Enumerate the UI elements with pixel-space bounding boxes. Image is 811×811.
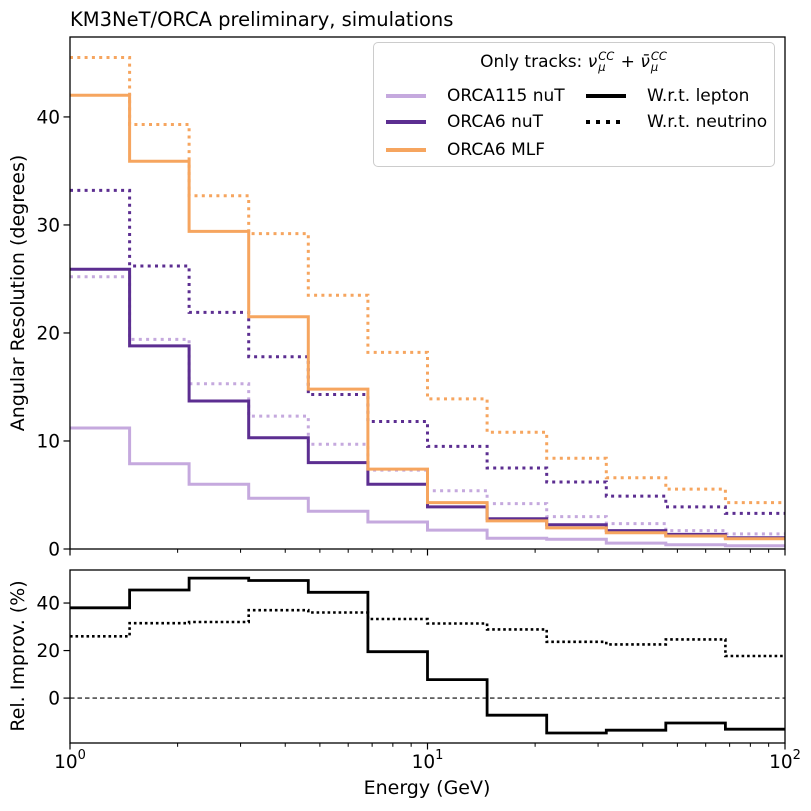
nu-cc-mu-script: CC μ [598, 49, 615, 74]
orca6-nut-swatch [386, 120, 426, 124]
y-tick-label: 0 [48, 689, 60, 710]
orca115-nut-label: ORCA115 nuT [447, 86, 565, 106]
orca115-nut-swatch [386, 94, 426, 98]
x-tick-label: 102 [769, 748, 801, 773]
y-tick-label: 40 [36, 594, 60, 615]
x-axis-label: Energy (GeV) [364, 777, 491, 799]
x-tick-label: 100 [54, 748, 86, 773]
y-tick-label: 20 [36, 323, 60, 344]
legend-title-text: Only tracks: [480, 52, 588, 72]
y-tick-label: 30 [36, 215, 60, 236]
y-tick-label: 40 [36, 107, 60, 128]
orca6-nut-w-r-t-neutrino-line [70, 188, 785, 515]
wrt-lepton-swatch [586, 94, 626, 98]
bottom_panel-curves [70, 576, 785, 735]
figure-title: KM3NeT/ORCA preliminary, simulations [70, 8, 453, 31]
y-tick-label: 0 [48, 540, 60, 561]
y-tick-label: 10 [36, 431, 60, 452]
rel-improvement-w-r-t-lepton-line [70, 576, 785, 735]
orca115-nut-w-r-t-lepton-line [70, 426, 785, 548]
wrt-lepton-label: W.r.t. lepton [647, 86, 750, 106]
legend-entry-wrt-neutrino: W.r.t. neutrino [586, 111, 767, 133]
orca6-mlf-label: ORCA6 MLF [447, 140, 545, 160]
legend: Only tracks: ν CC μ + ν̄ CC μ ORCA115 nuT OR… [373, 42, 775, 167]
legend-entry-wrt-lepton: W.r.t. lepton [586, 85, 749, 107]
legend-entry-orca6-nut: ORCA6 nuT [386, 111, 543, 133]
x-tick-label: 101 [412, 748, 444, 773]
wrt-neutrino-label: W.r.t. neutrino [647, 112, 768, 132]
legend-title: Only tracks: ν CC μ + ν̄ CC μ [374, 49, 774, 74]
top_panel-curves [70, 56, 785, 548]
orca6-nut-label: ORCA6 nuT [447, 112, 543, 132]
plus-sign: + [615, 52, 641, 72]
legend-entry-orca6-mlf: ORCA6 MLF [386, 139, 545, 161]
nu-symbol: ν [587, 52, 598, 72]
orca6-mlf-w-r-t-lepton-line [70, 93, 785, 541]
rel-improvement-w-r-t-neutrino-line [70, 608, 785, 658]
orca6-mlf-swatch [386, 148, 426, 152]
wrt-neutrino-swatch [586, 120, 626, 124]
y-axis-label-bottom: Rel. Improv. (%) [7, 580, 29, 731]
nubar-cc-mu-script: CC μ [650, 49, 667, 74]
y-axis-label-top: Angular Resolution (degrees) [7, 155, 29, 432]
legend-entry-orca115-nut: ORCA115 nuT [386, 85, 565, 107]
nubar-symbol: ν̄ [640, 52, 650, 72]
y-tick-label: 20 [36, 641, 60, 662]
